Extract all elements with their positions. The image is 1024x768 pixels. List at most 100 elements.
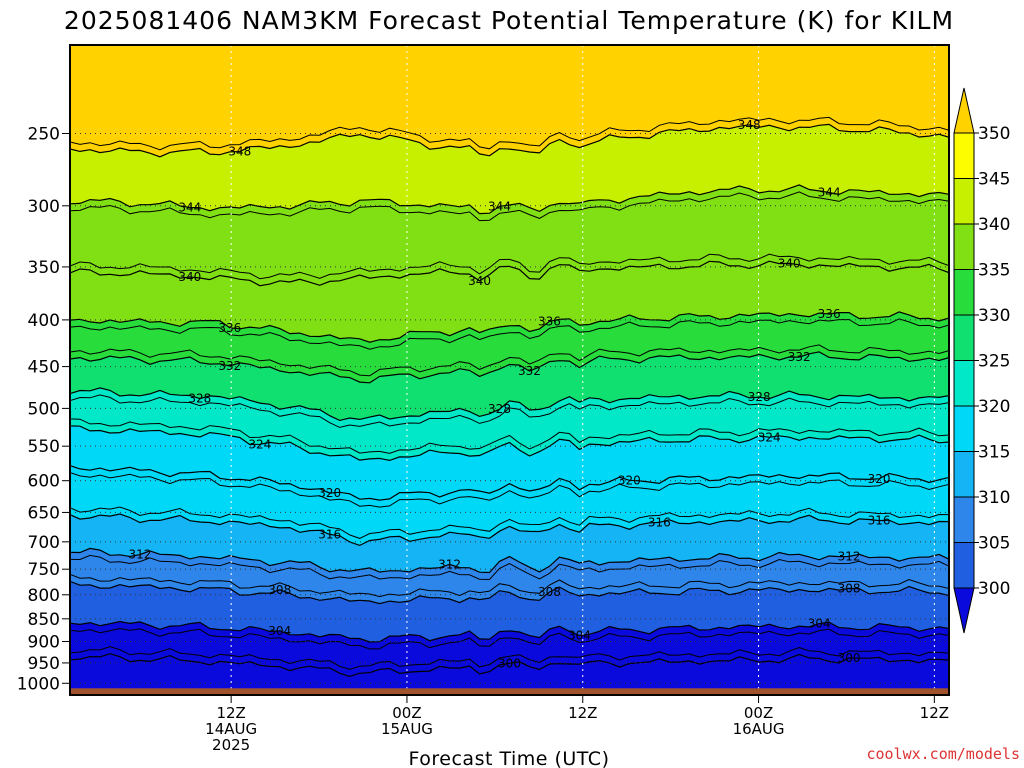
colorbar-segment — [953, 360, 975, 407]
contour-label: 340 — [178, 270, 201, 284]
contour-label: 340 — [468, 274, 491, 288]
contour-336 — [70, 311, 949, 343]
contour-label: 308 — [538, 585, 561, 599]
contour-labels: 348 348 344 344 344 340 340 340 336 336 336 332 332 3… — [128, 118, 890, 670]
contour-label: 332 — [218, 359, 241, 373]
contour-label: 316 — [648, 515, 671, 529]
y-tick-label: 1000 — [17, 674, 60, 694]
colorbar-tick-label: 350 — [978, 124, 1010, 144]
colorbar-segment — [953, 223, 975, 270]
contour-label: 300 — [498, 656, 521, 670]
y-tick-label: 400 — [28, 311, 60, 331]
contour-332-minor — [70, 344, 949, 377]
credit-text: coolwx.com/models — [866, 745, 1020, 763]
contour-344-minor — [70, 191, 949, 222]
y-tick-label: 250 — [28, 124, 60, 144]
x-tick-label: 2025 — [212, 736, 250, 754]
contour-label: 336 — [538, 314, 561, 328]
contour-label: 332 — [518, 364, 541, 378]
band-warm-top — [270, 45, 550, 74]
contour-label: 316 — [318, 527, 341, 541]
colorbar-tick-label: 300 — [978, 579, 1010, 599]
colorbar-tick-label: 345 — [978, 170, 1010, 190]
contour-312-minor — [70, 554, 949, 581]
contour-label: 312 — [838, 549, 861, 563]
contour-label: 316 — [868, 514, 891, 528]
contour-label: 328 — [188, 392, 211, 406]
contour-label: 340 — [778, 256, 801, 270]
contour-label: 344 — [818, 186, 841, 200]
contour-label: 308 — [838, 581, 861, 595]
colorbar-tick-label: 310 — [978, 488, 1010, 508]
contour-label: 304 — [568, 628, 591, 642]
y-tick-label: 900 — [28, 632, 60, 652]
y-axis: 2503003504004505005506006507007508008509… — [17, 124, 70, 694]
colorbar-tick-label: 305 — [978, 534, 1010, 554]
contour-320-minor — [70, 472, 949, 508]
contour-label: 308 — [268, 583, 291, 597]
contour-label: 328 — [488, 402, 511, 416]
colorbar-tick-label: 325 — [978, 352, 1010, 372]
y-tick-label: 700 — [28, 533, 60, 553]
contour-348-minor — [70, 116, 949, 151]
contour-lines — [70, 116, 949, 678]
contour-304 — [70, 620, 949, 643]
colorbar-segment — [953, 132, 975, 179]
y-tick-label: 550 — [28, 437, 60, 457]
x-tick-label: 12Z — [920, 704, 949, 722]
contour-316-minor — [70, 506, 949, 539]
contour-328 — [70, 387, 949, 422]
contour-label: 324 — [248, 437, 271, 451]
grid — [70, 45, 949, 695]
x-tick-label: 16AUG — [733, 720, 785, 738]
y-tick-label: 650 — [28, 503, 60, 523]
contour-312 — [70, 547, 949, 574]
colorbar-tick-label: 330 — [978, 306, 1010, 326]
colorbar-segment — [953, 405, 975, 452]
contour-label: 348 — [228, 145, 251, 159]
contour-300 — [70, 653, 949, 678]
contour-300-minor — [70, 646, 949, 670]
y-tick-label: 950 — [28, 654, 60, 674]
colorbar-segment — [953, 451, 975, 498]
contour-label: 332 — [788, 350, 811, 364]
colorbar-tick-label: 335 — [978, 261, 1010, 281]
contour-348 — [70, 123, 949, 158]
contour-328-minor — [70, 394, 949, 428]
band-warm-top-right — [670, 45, 949, 57]
y-tick-label: 500 — [28, 399, 60, 419]
contour-336-minor — [70, 318, 949, 350]
plot-frame — [69, 44, 950, 696]
contour-316 — [70, 513, 949, 547]
contour-320 — [70, 465, 949, 501]
colorbar: 300 305 310 315 320 325 330 335 340 345 350 — [953, 87, 1010, 634]
colorbar-segment — [953, 314, 975, 361]
contour-308 — [70, 580, 949, 605]
x-tick-label: 14AUG — [205, 720, 257, 738]
contour-label: 320 — [318, 486, 341, 500]
contour-label: 348 — [738, 118, 761, 132]
contour-340-minor — [70, 253, 949, 280]
contour-label: 336 — [218, 321, 241, 335]
y-tick-label: 600 — [28, 472, 60, 492]
contour-label: 312 — [128, 548, 151, 562]
contour-label: 324 — [758, 430, 781, 444]
contour-332 — [70, 351, 949, 384]
x-tick-label: 00Z — [744, 704, 773, 722]
contour-label: 320 — [868, 472, 891, 486]
colorbar-arrow-low — [953, 587, 975, 634]
ground-surface — [70, 688, 949, 695]
colorbar-tick-label: 320 — [978, 397, 1010, 417]
x-tick-label: 00Z — [392, 704, 421, 722]
contour-308-minor — [70, 573, 949, 598]
contour-324 — [70, 425, 949, 462]
x-tick-label: 12Z — [216, 704, 245, 722]
contour-label: 344 — [178, 201, 201, 215]
colorbar-segment — [953, 542, 975, 589]
colorbar-arrow-high — [953, 87, 975, 134]
contour-label: 300 — [838, 651, 861, 665]
chart-title: 2025081406 NAM3KM Forecast Potential Tem… — [64, 6, 954, 35]
band-cold-right — [706, 660, 949, 695]
